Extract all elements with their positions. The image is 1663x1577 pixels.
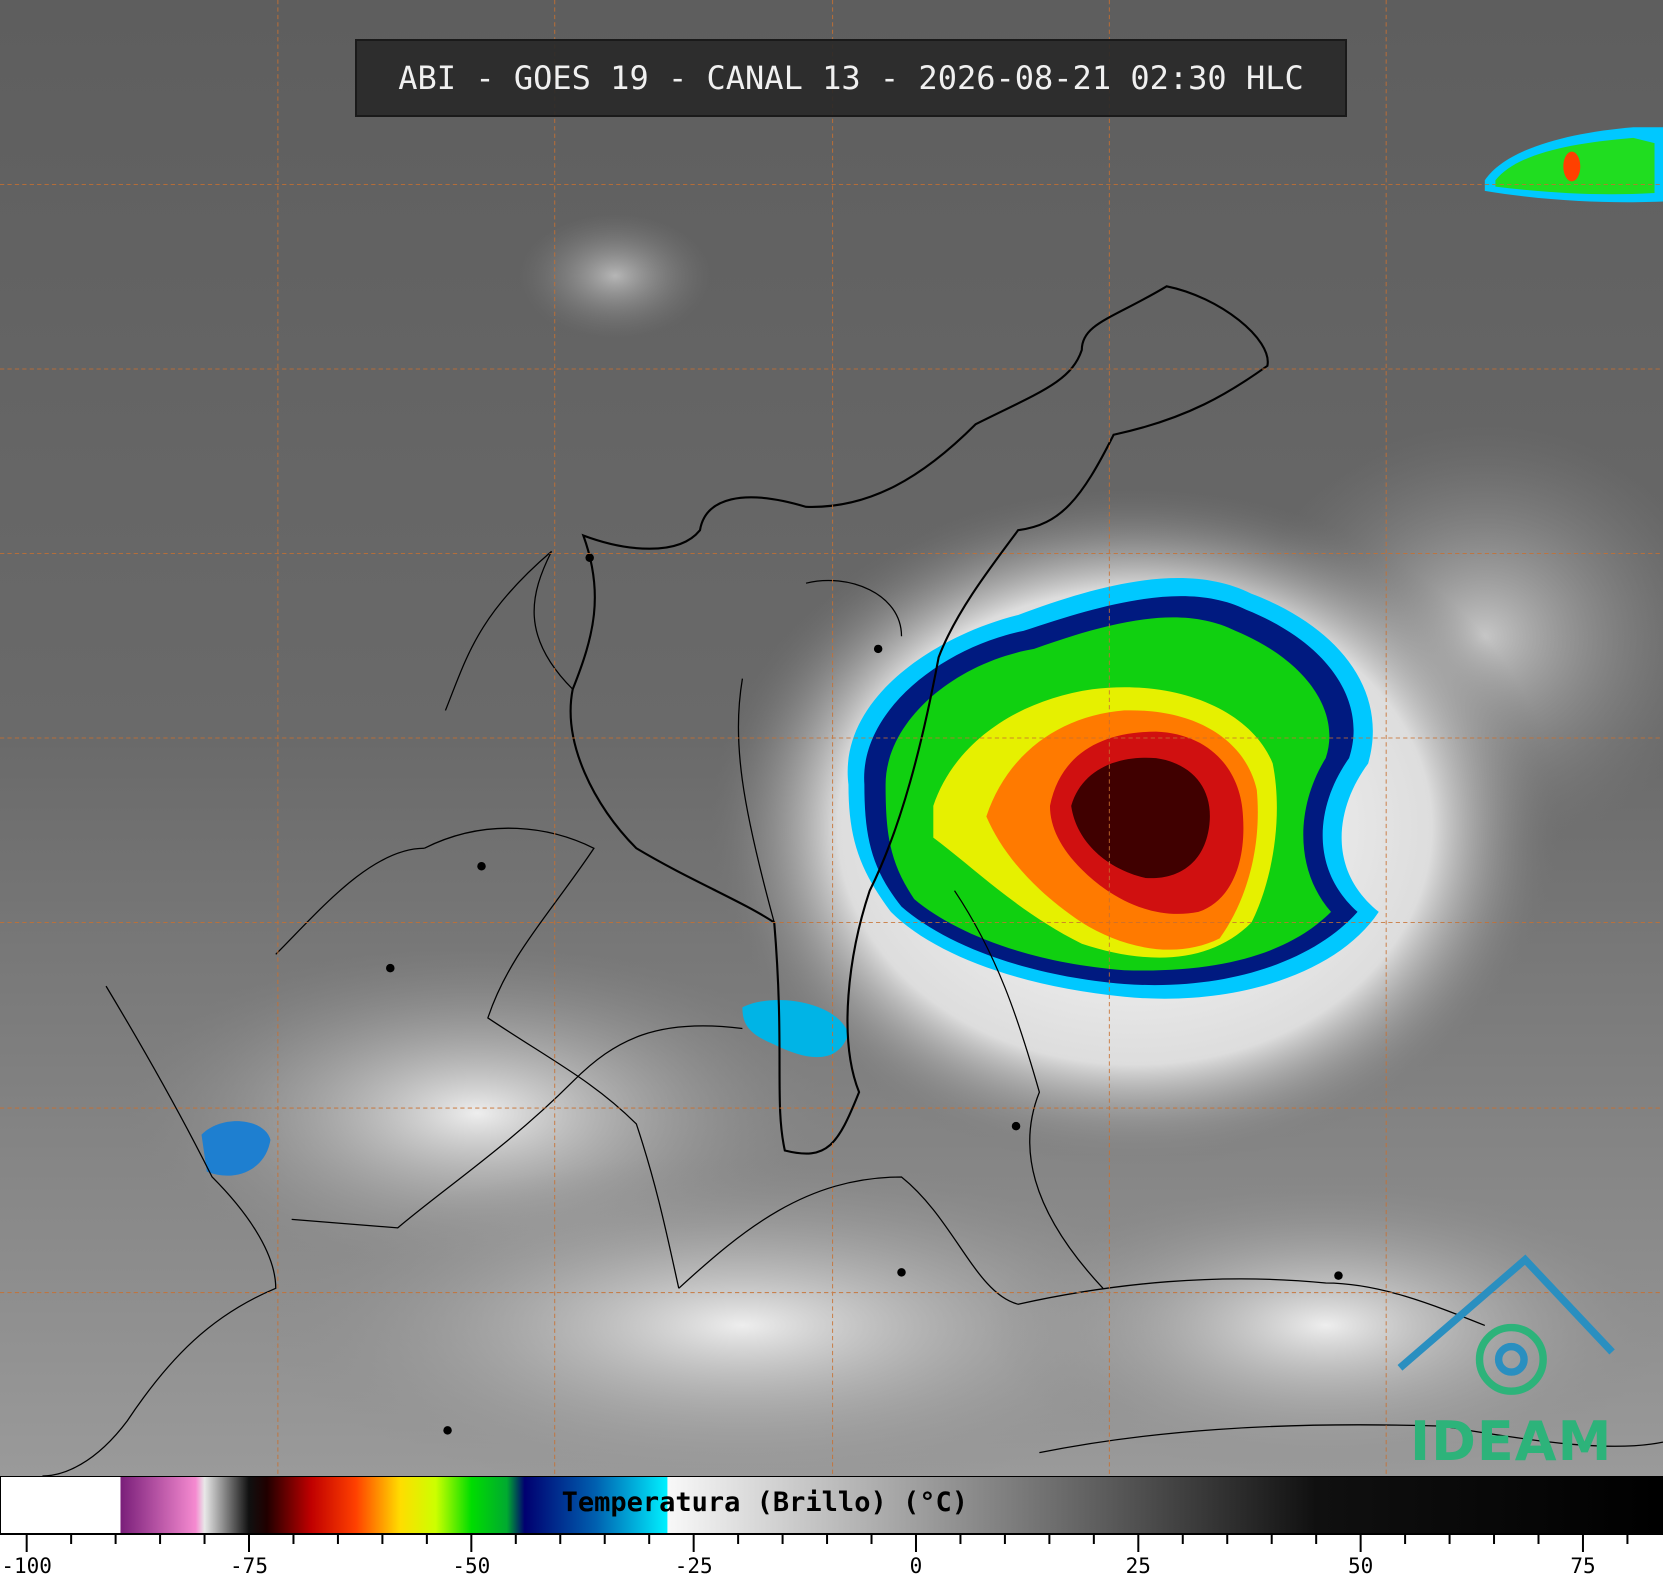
logo-text: IDEAM (1410, 1410, 1613, 1473)
colorbar-fill (0, 1476, 1663, 1535)
colorbar-label: Temperatura (Brillo) (°C) (562, 1487, 968, 1518)
cities (386, 553, 1343, 1435)
tick-label: 75 (1570, 1554, 1595, 1577)
title: ABI - GOES 19 - CANAL 13 - 2026-08-21 02… (355, 39, 1347, 117)
tick-label: 50 (1348, 1554, 1373, 1577)
tick-label: -100 (1, 1554, 52, 1577)
satellite-map (0, 0, 1663, 1476)
storm (201, 127, 1663, 1176)
tick-label: 25 (1126, 1554, 1151, 1577)
coastline (42, 285, 1663, 1476)
colorbar: Temperatura (Brillo) (°C) -100 -75 -50 -25 0 2… (0, 1476, 1663, 1577)
logo-mark (1397, 1254, 1615, 1395)
graticule (0, 0, 1663, 1476)
tick-label: 0 (910, 1554, 923, 1577)
tick-label: -50 (452, 1554, 490, 1577)
tick-label: -75 (230, 1554, 268, 1577)
tick-label: -25 (675, 1554, 713, 1577)
